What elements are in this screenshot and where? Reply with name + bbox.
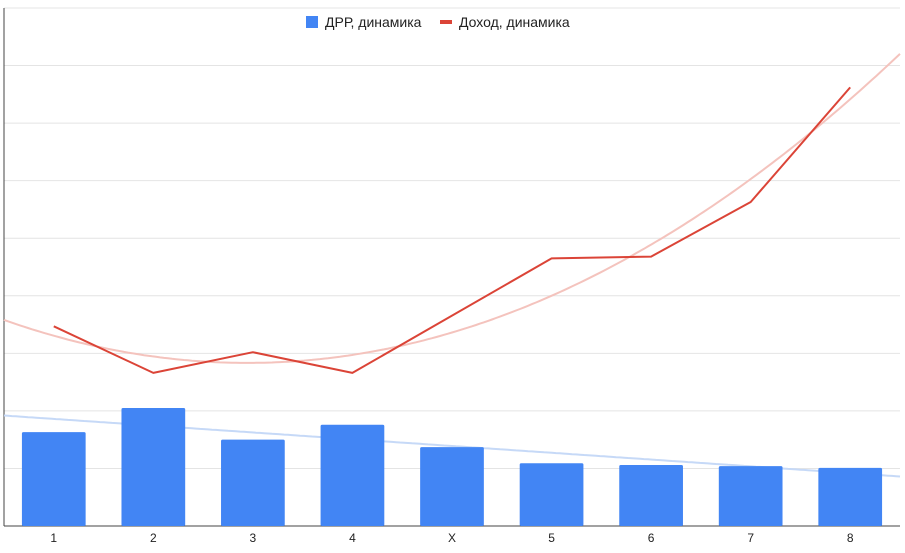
legend-label-line: Доход, динамика xyxy=(459,14,570,30)
x-tick-label: 8 xyxy=(847,531,854,545)
line-trendline xyxy=(3,53,901,364)
x-tick-label: X xyxy=(448,531,456,545)
bar-1 xyxy=(21,432,86,526)
bar-4 xyxy=(320,424,385,526)
bar-2 xyxy=(121,408,186,526)
legend-swatch-bar xyxy=(306,16,318,28)
x-tick-label: 1 xyxy=(50,531,57,545)
bar-7 xyxy=(718,466,783,526)
bar-3 xyxy=(221,439,285,526)
bar-X xyxy=(420,447,484,526)
x-tick-label: 4 xyxy=(349,531,356,545)
legend: ДРР, динамика Доход, динамика xyxy=(306,14,570,30)
x-tick-label: 6 xyxy=(648,531,655,545)
x-tick-label: 5 xyxy=(548,531,555,545)
legend-swatch-line xyxy=(440,20,452,24)
bar-8 xyxy=(818,467,883,526)
x-tick-labels: 1 2 3 4 X 5 6 7 8 xyxy=(50,531,853,545)
x-tick-label: 7 xyxy=(747,531,754,545)
x-tick-label: 3 xyxy=(250,531,257,545)
income-line xyxy=(53,86,851,374)
bar-series xyxy=(21,408,883,526)
line-series xyxy=(53,86,851,374)
x-tick-label: 2 xyxy=(150,531,157,545)
bar-6 xyxy=(619,464,683,526)
bar-5 xyxy=(519,463,584,526)
legend-label-bar: ДРР, динамика xyxy=(325,14,422,30)
